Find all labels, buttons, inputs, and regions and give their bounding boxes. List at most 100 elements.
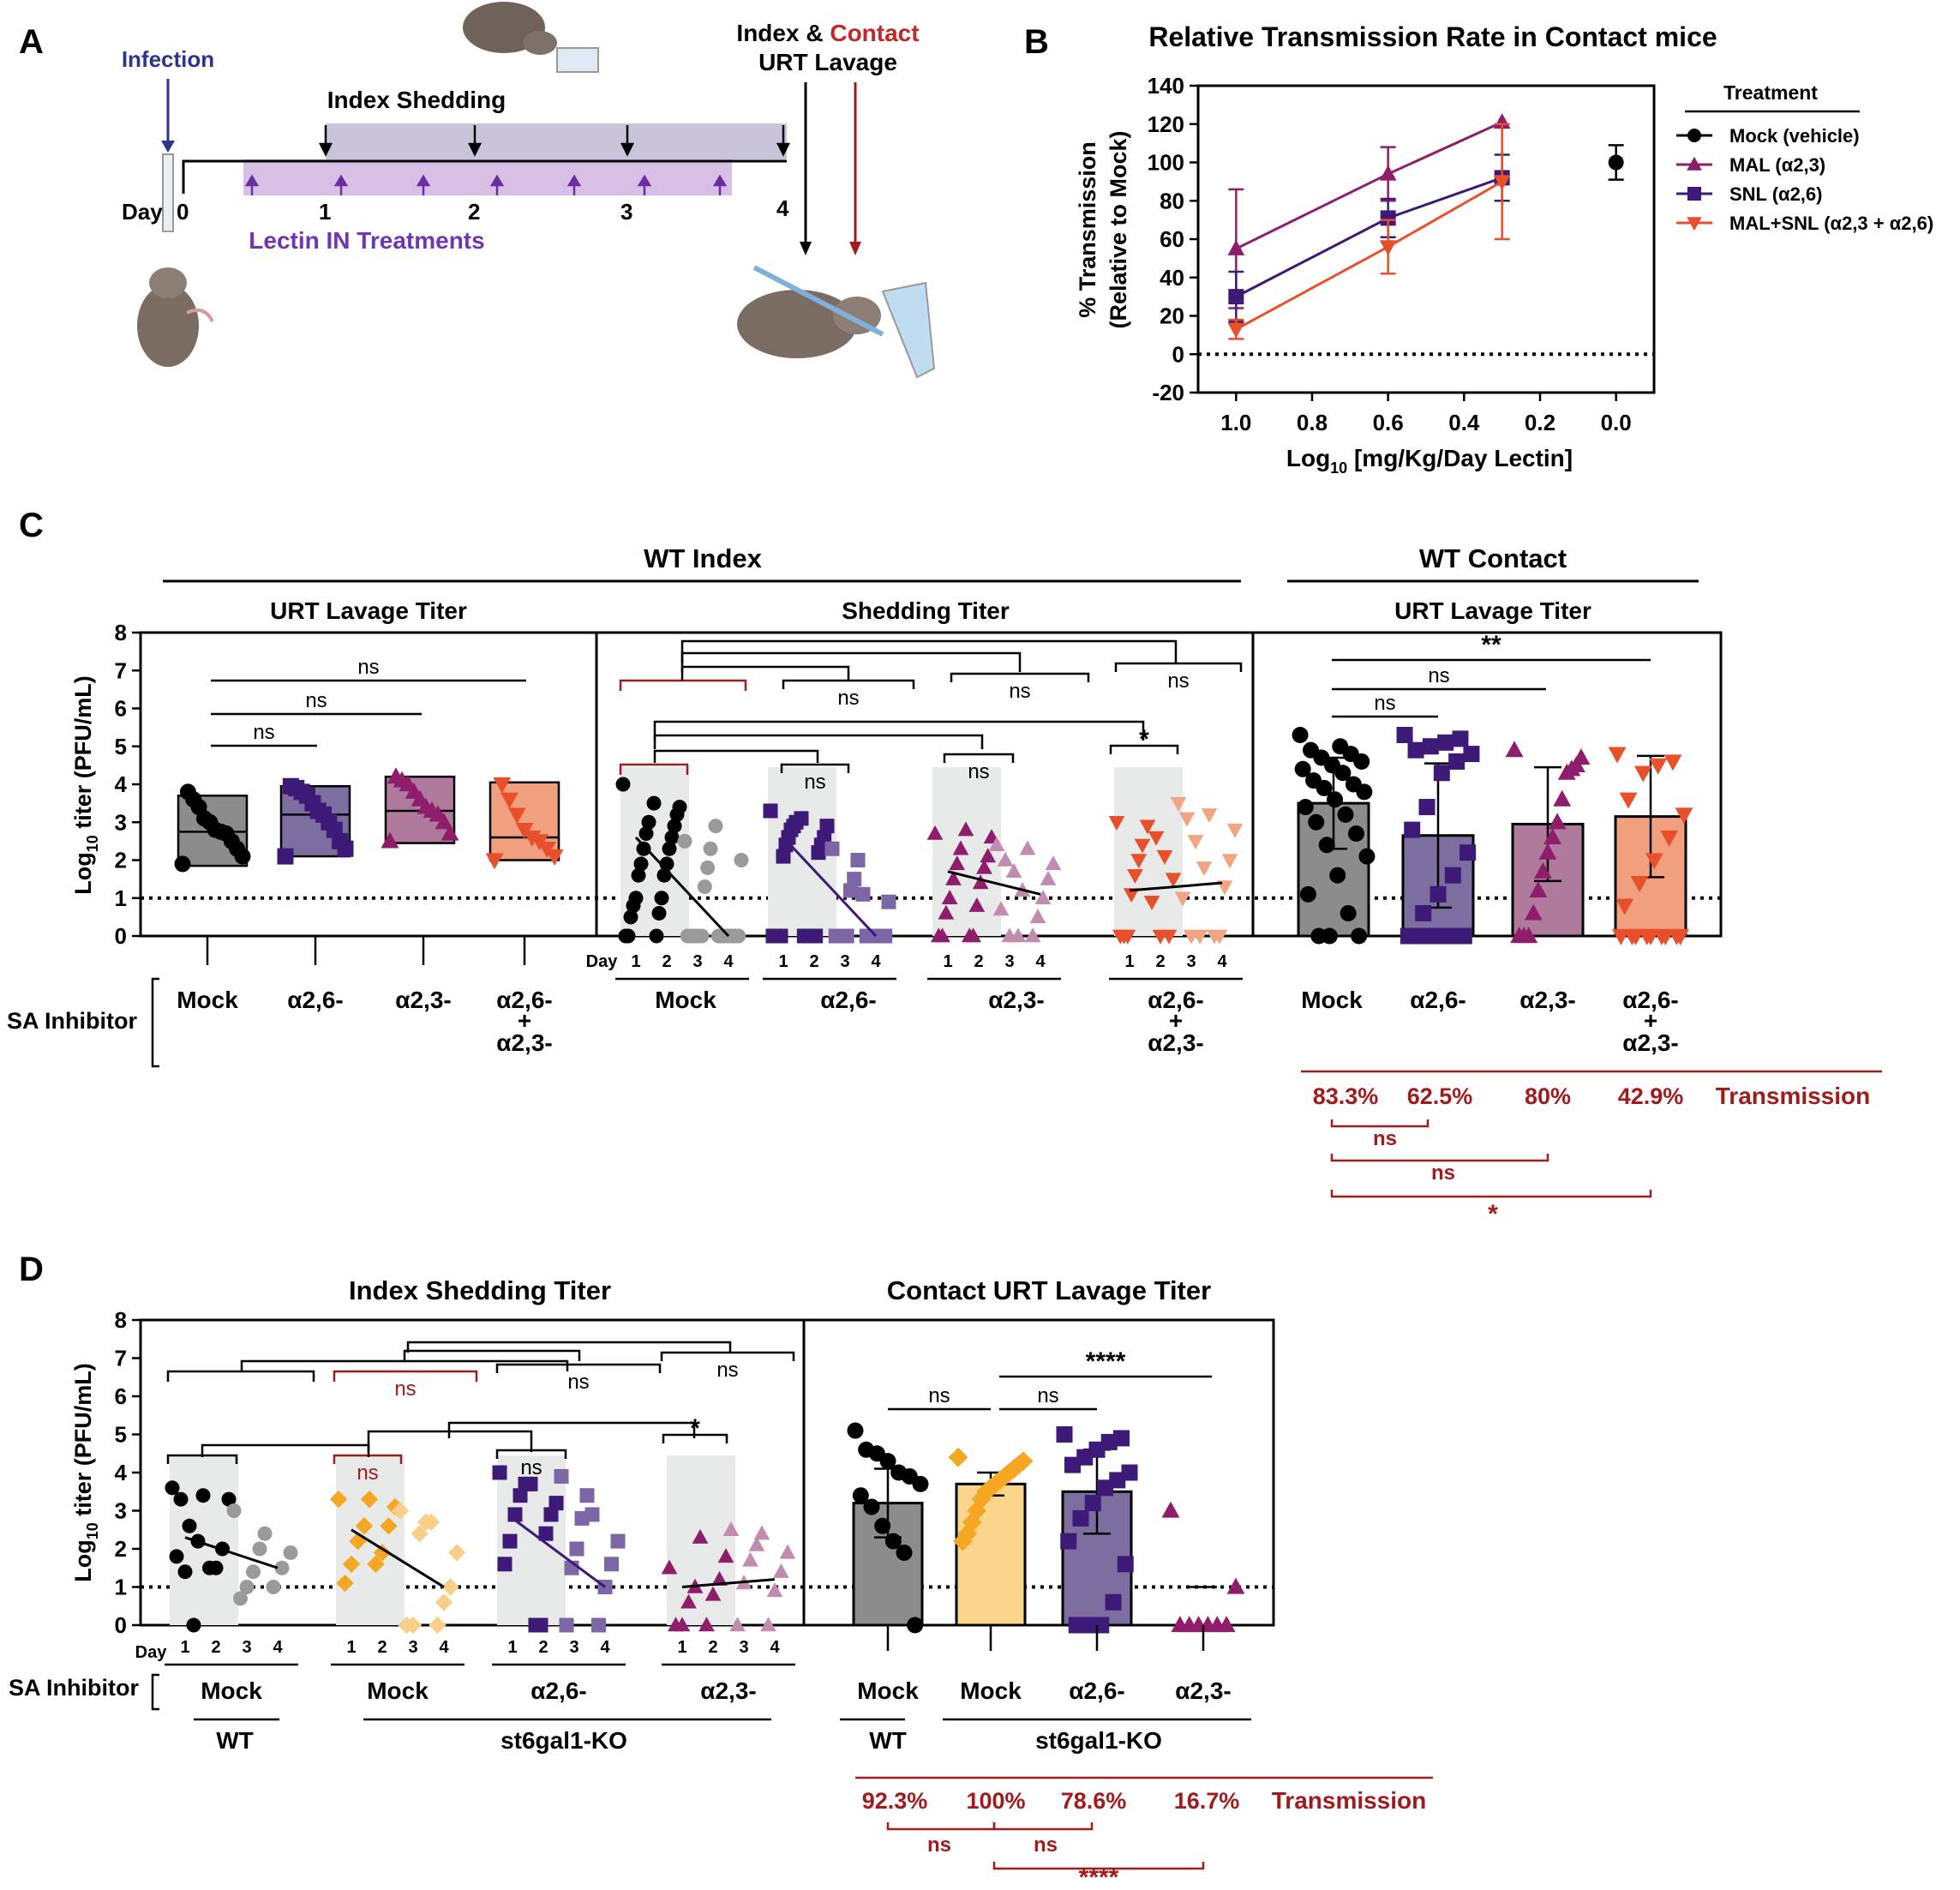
c-shed-point <box>677 833 692 849</box>
d-contact-point <box>948 1447 968 1467</box>
d-contact-point <box>1117 1556 1134 1573</box>
c-shed-mock-upper-bracket <box>619 679 747 691</box>
c-transmission-value: 83.3% <box>1313 1083 1379 1109</box>
d-shed-point <box>441 1578 459 1596</box>
panel-b-ylabel-1: % Transmission <box>1075 141 1100 318</box>
b-data-point <box>1228 289 1244 305</box>
c-shed-trend-line <box>1129 881 1223 892</box>
d-shed-point <box>355 1517 374 1535</box>
day-0: 0 <box>177 199 189 225</box>
day-4: 4 <box>776 195 789 221</box>
d-shed-sig-label: ns <box>357 1461 378 1485</box>
c-shed-point <box>615 777 631 792</box>
c-day-tick: 4 <box>723 952 734 971</box>
c-contact-point <box>1422 738 1439 755</box>
c-shed-point <box>1170 796 1187 812</box>
c-day-tick: 3 <box>692 952 702 971</box>
c-contact-point <box>1318 837 1335 854</box>
d-trans-sig-bracket <box>992 1822 1094 1831</box>
b-ytick-label: 80 <box>1160 188 1184 213</box>
c-shed-point <box>626 898 641 914</box>
d-shed-point <box>538 1526 554 1541</box>
c-shed-sig-bracket <box>1109 744 1179 754</box>
c-shed-point <box>667 819 682 834</box>
c-urt-sig-label: ns <box>357 656 379 679</box>
d-day-tick: 1 <box>180 1638 189 1657</box>
d-shed-point <box>411 1525 429 1543</box>
panel-d-contact-strain-wt: WT <box>869 1727 907 1754</box>
d-contact-point <box>1084 1495 1101 1512</box>
d-contact-point <box>1171 1616 1190 1633</box>
c-shed-upper-sig-bracket <box>950 672 1090 682</box>
c-day-tick: 3 <box>840 952 849 971</box>
c-contact-point <box>1444 867 1461 884</box>
c-contact-point <box>1455 927 1472 945</box>
d-contact-point <box>863 1498 880 1515</box>
d-group-label: Mock <box>201 1677 262 1704</box>
index-shedding-label: Index Shedding <box>327 87 506 113</box>
d-contact-sig-label: ns <box>1037 1384 1058 1407</box>
d-shed-point <box>559 1617 574 1633</box>
d-shed-point <box>722 1521 740 1536</box>
d-shed-point <box>591 1617 606 1633</box>
c-contact-point <box>1396 726 1413 743</box>
c-urt-group-label-2: α2,3- <box>496 1029 552 1056</box>
c-urt-point <box>485 853 504 870</box>
d-day-tick: 2 <box>211 1638 220 1657</box>
d-shed-point <box>773 1563 789 1578</box>
d-shed-point <box>523 1476 538 1491</box>
c-ytick-label: 2 <box>115 848 127 873</box>
b-data-point <box>1227 239 1245 255</box>
c-contact-point <box>1321 927 1338 945</box>
d-shed-point <box>692 1528 709 1544</box>
c-shed-point <box>654 891 669 906</box>
c-urt-point <box>523 830 542 847</box>
d-shed-point <box>226 1503 242 1518</box>
c-shed-point <box>1206 929 1223 945</box>
d-shed-point <box>252 1541 267 1557</box>
lectin-treatments-label: Lectin IN Treatments <box>249 227 484 254</box>
c-shed-point <box>765 928 781 944</box>
b-legend-label: MAL+SNL (α2,3 + α2,6) <box>1729 213 1933 234</box>
d-shed-upper-sig-label: ns <box>394 1377 416 1401</box>
panel-letter-d: D <box>19 1251 44 1288</box>
d-shed-link-bracket <box>447 1421 696 1438</box>
c-contact-point <box>1358 848 1376 865</box>
c-contact-sig-label: ** <box>1481 631 1501 659</box>
c-shed-point <box>1134 838 1151 854</box>
c-shed-trend-line <box>947 870 1041 896</box>
d-contact-point <box>847 1422 864 1439</box>
d-shed-point <box>610 1533 626 1549</box>
c-shed-point <box>631 867 646 883</box>
index-contact-label: Index & Contact <box>736 20 919 46</box>
d-shed-point <box>373 1544 392 1562</box>
d-contact-point <box>1097 1479 1113 1497</box>
c-shed-point <box>945 870 962 885</box>
c-shed-trend-line <box>634 836 730 938</box>
c-shed-point <box>1178 812 1196 827</box>
b-legend-marker <box>1687 187 1701 201</box>
d-shed-point <box>169 1549 184 1564</box>
d-shed-point <box>742 1551 758 1567</box>
c-contact-point <box>1415 904 1432 921</box>
c-urt-group-label: α2,6- <box>496 987 552 1013</box>
b-ytick-label: 0 <box>1172 341 1184 367</box>
b-data-point <box>1227 322 1245 339</box>
c-shed-group-label: Mock <box>655 987 716 1013</box>
c-contact-group-label: α2,6- <box>1410 987 1466 1013</box>
c-shed-point <box>633 856 649 872</box>
c-contact-group-label: α2,6- <box>1622 987 1678 1013</box>
c-contact-group-label: α2,3- <box>1519 987 1575 1013</box>
shedding-arrows <box>318 125 791 157</box>
c-contact-point <box>1638 928 1657 945</box>
c-shed-link-bracket <box>653 749 819 763</box>
c-shed-point <box>734 853 749 867</box>
d-contact-point <box>884 1533 902 1550</box>
c-transmission-value: 80% <box>1525 1083 1571 1109</box>
d-ytick-label: 3 <box>115 1498 127 1524</box>
c-contact-point <box>1460 844 1477 861</box>
c-urt-point <box>282 777 299 795</box>
c-contact-point <box>1448 753 1466 770</box>
c-shed-point <box>1165 873 1182 888</box>
d-shed-trend-line <box>512 1517 606 1588</box>
